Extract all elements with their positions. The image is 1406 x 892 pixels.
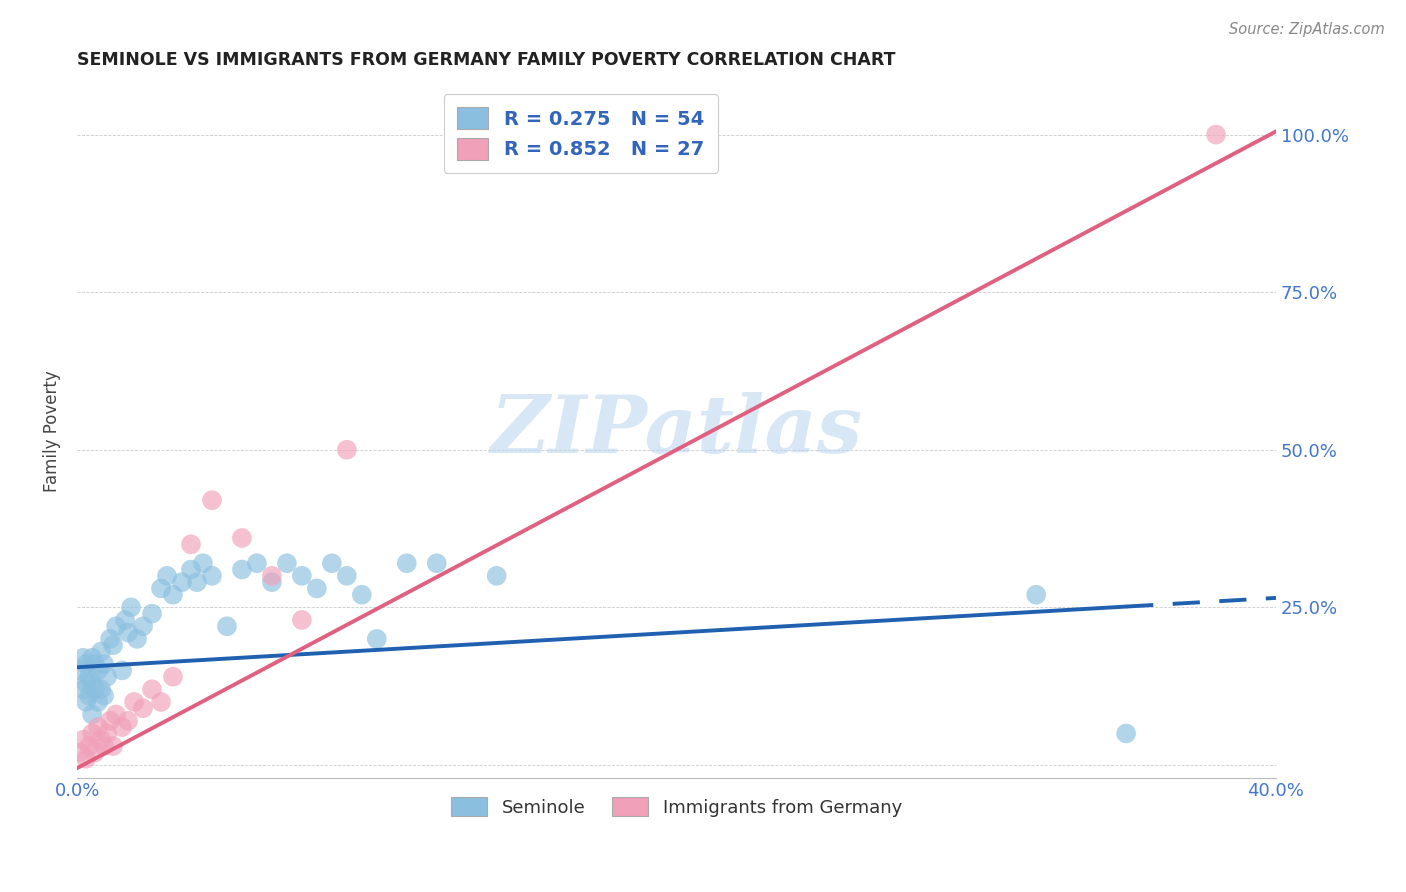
Text: Source: ZipAtlas.com: Source: ZipAtlas.com — [1229, 22, 1385, 37]
Point — [111, 664, 134, 678]
Point — [77, 689, 100, 703]
Point — [162, 670, 184, 684]
Point — [1115, 726, 1137, 740]
Point — [366, 632, 388, 646]
Point — [336, 569, 359, 583]
Point — [72, 650, 94, 665]
Point — [77, 739, 100, 753]
Point — [485, 569, 508, 583]
Point — [350, 588, 373, 602]
Point — [75, 657, 97, 671]
Point — [246, 556, 269, 570]
Point — [105, 619, 128, 633]
Point — [125, 632, 148, 646]
Point — [122, 695, 145, 709]
Point — [191, 556, 214, 570]
Point — [276, 556, 298, 570]
Point — [80, 650, 103, 665]
Point — [75, 695, 97, 709]
Point — [80, 676, 103, 690]
Point — [87, 664, 110, 678]
Point — [87, 720, 110, 734]
Point — [117, 714, 139, 728]
Point — [84, 657, 107, 671]
Point — [132, 701, 155, 715]
Point — [84, 682, 107, 697]
Point — [141, 607, 163, 621]
Point — [150, 582, 173, 596]
Point — [77, 670, 100, 684]
Point — [186, 575, 208, 590]
Point — [170, 575, 193, 590]
Point — [80, 707, 103, 722]
Point — [87, 695, 110, 709]
Point — [321, 556, 343, 570]
Point — [201, 493, 224, 508]
Y-axis label: Family Poverty: Family Poverty — [44, 370, 60, 491]
Point — [69, 664, 91, 678]
Point — [93, 689, 115, 703]
Text: SEMINOLE VS IMMIGRANTS FROM GERMANY FAMILY POVERTY CORRELATION CHART: SEMINOLE VS IMMIGRANTS FROM GERMANY FAMI… — [77, 51, 896, 69]
Point — [395, 556, 418, 570]
Point — [93, 657, 115, 671]
Point — [180, 537, 202, 551]
Point — [291, 613, 314, 627]
Point — [98, 632, 121, 646]
Point — [260, 569, 283, 583]
Point — [75, 676, 97, 690]
Text: ZIPatlas: ZIPatlas — [491, 392, 863, 469]
Point — [114, 613, 136, 627]
Point — [180, 562, 202, 576]
Point — [96, 726, 118, 740]
Point — [150, 695, 173, 709]
Point — [201, 569, 224, 583]
Point — [162, 588, 184, 602]
Point — [72, 732, 94, 747]
Point — [117, 625, 139, 640]
Point — [90, 682, 112, 697]
Point — [98, 714, 121, 728]
Legend: Seminole, Immigrants from Germany: Seminole, Immigrants from Germany — [444, 790, 910, 824]
Point — [426, 556, 449, 570]
Point — [93, 739, 115, 753]
Point — [132, 619, 155, 633]
Point — [260, 575, 283, 590]
Point — [96, 670, 118, 684]
Point — [111, 720, 134, 734]
Point — [156, 569, 179, 583]
Point — [305, 582, 328, 596]
Point — [101, 739, 124, 753]
Point — [90, 732, 112, 747]
Point — [1025, 588, 1047, 602]
Point — [231, 531, 253, 545]
Point — [120, 600, 142, 615]
Point — [231, 562, 253, 576]
Point — [215, 619, 238, 633]
Point — [84, 745, 107, 759]
Point — [105, 707, 128, 722]
Point — [291, 569, 314, 583]
Point — [336, 442, 359, 457]
Point — [101, 638, 124, 652]
Point — [141, 682, 163, 697]
Point — [90, 644, 112, 658]
Point — [69, 745, 91, 759]
Point — [72, 682, 94, 697]
Point — [75, 752, 97, 766]
Point — [1205, 128, 1227, 142]
Point — [80, 726, 103, 740]
